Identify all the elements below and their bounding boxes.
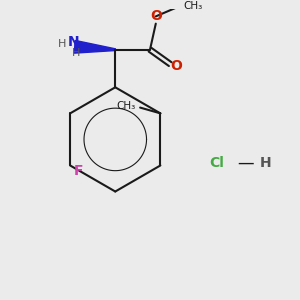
Text: O: O (150, 9, 162, 23)
Text: Cl: Cl (209, 156, 224, 170)
Polygon shape (74, 40, 115, 53)
Text: —: — (237, 154, 254, 172)
Text: H: H (260, 156, 272, 170)
Text: F: F (74, 164, 84, 178)
Text: O: O (171, 58, 183, 73)
Text: CH₃: CH₃ (116, 101, 136, 111)
Text: H: H (58, 39, 66, 49)
Text: CH₃: CH₃ (183, 1, 202, 11)
Text: N: N (68, 35, 79, 50)
Text: H: H (71, 48, 80, 58)
